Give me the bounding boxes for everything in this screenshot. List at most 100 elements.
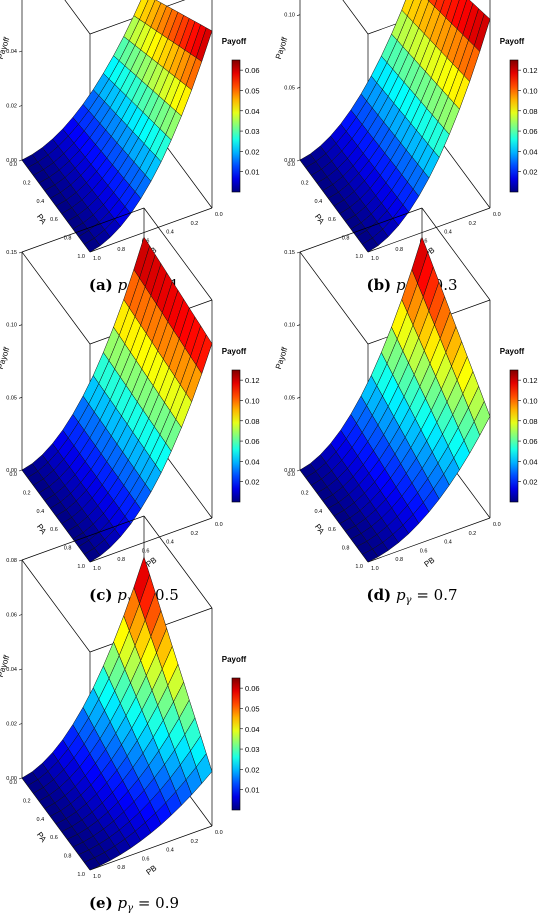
colorbar-title-e: Payoff: [222, 655, 247, 664]
pa-tick-label-d-3: 0.6: [328, 527, 336, 533]
z-axis-label-e: Payoff: [0, 653, 12, 678]
pa-tick-label-d-2: 0.4: [315, 509, 323, 515]
colorbar-tick-label-c-0: 0.02: [245, 478, 260, 487]
pb-tick-label-c-2: 0.4: [166, 540, 174, 546]
caption-e-value: = 0.9: [137, 894, 180, 912]
surface-a: [21, 0, 213, 253]
pb-tick-label-e-2: 0.4: [166, 848, 174, 854]
pa-tick-label-b-0: 0.0: [287, 162, 295, 168]
pa-tick-label-c-1: 0.2: [23, 490, 31, 496]
box-edge-c-4: [21, 251, 91, 345]
z-axis-c: 0.00 0.05 0.10 0.15 Payoff: [0, 250, 23, 474]
box-edge-d-2: [421, 207, 491, 301]
z-tick-label-c-0: 0.00: [6, 468, 17, 474]
pa-tick-label-b-5: 1.0: [355, 254, 363, 260]
z-tick-mark-c-3: [18, 251, 23, 254]
box-edge-b-4: [342, 0, 369, 35]
pa-tick-label-c-3: 0.6: [50, 527, 58, 533]
surface-d: [299, 236, 491, 563]
pa-axis-label-d: PA: [313, 522, 327, 536]
z-tick-mark-c-2: [18, 324, 23, 326]
colorbar-tick-label-e-0: 0.01: [245, 786, 260, 795]
caption-a-label: (a): [88, 276, 113, 294]
pa-axis-label-c: PA: [35, 522, 49, 536]
colorbar-gradient-a: [231, 59, 241, 193]
z-tick-mark-e-0: [18, 777, 23, 780]
colorbar-tick-label-a-0: 0.01: [245, 168, 260, 177]
pb-tick-label-c-4: 0.8: [117, 557, 125, 563]
z-tick-label-d-3: 0.15: [284, 250, 295, 256]
surface-patch-d-11-0: [361, 548, 379, 563]
colorbar-tick-label-e-2: 0.03: [245, 745, 260, 754]
colorbar-tick-label-b-1: 0.04: [523, 147, 538, 156]
z-axis-label-d: Payoff: [274, 345, 290, 370]
colorbar-tick-label-b-4: 0.10: [523, 86, 538, 95]
caption-d: (d) pγ = 0.7: [278, 586, 546, 606]
colorbar-tick-label-e-3: 0.04: [245, 725, 260, 734]
pa-tick-label-c-0: 0.0: [9, 472, 17, 478]
caption-d-param: p: [395, 586, 406, 604]
z-tick-mark-b-1: [296, 87, 301, 89]
pb-tick-label-e-5: 1.0: [93, 874, 101, 880]
colorbar-d: Payoff 0.02 0.04 0.06 0.08 0.10 0.12: [500, 347, 538, 503]
z-axis-label-b: Payoff: [274, 35, 290, 60]
pa-tick-label-e-1: 0.2: [23, 798, 31, 804]
z-tick-label-b-0: 0.00: [284, 158, 295, 164]
pb-tick-label-b-0: 0.0: [493, 212, 501, 218]
pb-tick-label-b-4: 0.8: [395, 247, 403, 253]
colorbar-tick-label-a-4: 0.05: [245, 86, 260, 95]
z-tick-label-d-1: 0.05: [284, 395, 295, 401]
z-tick-mark-e-1: [18, 723, 23, 725]
z-tick-mark-b-2: [296, 14, 301, 16]
z-tick-label-e-0: 0.00: [6, 776, 17, 782]
pa-tick-label-b-4: 0.8: [342, 236, 350, 242]
z-axis-e: 0.00 0.02 0.04 0.06 0.08 Payoff: [0, 558, 23, 782]
box-edge-a-9: [89, 207, 213, 253]
pa-tick-label-a-3: 0.6: [50, 217, 58, 223]
colorbar-gradient-b: [509, 59, 519, 193]
z-tick-mark-e-3: [18, 614, 23, 616]
box-edge-e-2: [143, 515, 213, 609]
z-axis-label-c: Payoff: [0, 345, 12, 370]
pa-axis-label-a: PA: [35, 212, 49, 226]
caption-e: (e) pγ = 0.9: [0, 894, 268, 914]
surface-plot-b-svg: 0.00 0.05 0.10 0.15 Payoff 0.0 0.2 0.4 0.6 0.8 1.0…: [274, 0, 538, 262]
z-tick-label-c-3: 0.15: [6, 250, 17, 256]
z-tick-label-e-1: 0.02: [6, 722, 17, 728]
box-edge-a-4: [64, 0, 91, 35]
surface-plot-c: 0.00 0.05 0.10 0.15 Payoff 0.0 0.2 0.4 0.6 0.8 1.0…: [0, 207, 268, 610]
colorbar-tick-label-c-3: 0.08: [245, 417, 260, 426]
z-tick-label-e-3: 0.06: [6, 613, 17, 619]
z-tick-mark-d-2: [296, 324, 301, 326]
caption-b-label: (b): [366, 276, 392, 294]
caption-e-label: (e): [88, 894, 113, 912]
pa-axis-label-b: PA: [313, 212, 327, 226]
colorbar-title-b: Payoff: [500, 37, 525, 46]
surface-plot-e: 0.00 0.02 0.04 0.06 0.08 Payoff 0.0 0.2 0.4 0.6 0.…: [0, 515, 268, 918]
pb-tick-label-a-1: 0.2: [191, 221, 199, 227]
colorbar-b: Payoff 0.02 0.04 0.06 0.08 0.10 0.12: [500, 37, 538, 193]
colorbar-a: Payoff 0.01 0.02 0.03 0.04 0.05 0.06: [222, 37, 260, 193]
colorbar-tick-label-b-0: 0.02: [523, 168, 538, 177]
surface-patch-b-11-0: [361, 237, 379, 253]
z-tick-mark-e-4: [18, 559, 23, 562]
z-tick-mark-d-0: [296, 469, 301, 472]
surface-plot-d-svg: 0.00 0.05 0.10 0.15 Payoff 0.0 0.2 0.4 0.6 0.8 1.0…: [274, 207, 538, 572]
surface-e: [21, 556, 213, 871]
colorbar-tick-label-c-2: 0.06: [245, 437, 260, 446]
pb-tick-label-c-0: 0.0: [215, 522, 223, 528]
pb-tick-label-c-3: 0.6: [142, 548, 150, 554]
pb-tick-label-c-1: 0.2: [191, 531, 199, 537]
colorbar-tick-label-c-1: 0.04: [245, 457, 260, 466]
colorbar-tick-label-d-5: 0.12: [523, 376, 538, 385]
surface-b: [299, 0, 491, 253]
pa-tick-label-d-0: 0.0: [287, 472, 295, 478]
surface-plot-c-svg: 0.00 0.05 0.10 0.15 Payoff 0.0 0.2 0.4 0.6 0.8 1.0…: [0, 207, 260, 572]
colorbar-tick-label-a-3: 0.04: [245, 107, 260, 116]
pb-tick-label-e-4: 0.8: [117, 865, 125, 871]
colorbar-tick-label-c-4: 0.10: [245, 396, 260, 405]
colorbar-gradient-d: [509, 369, 519, 503]
colorbar-tick-label-d-2: 0.06: [523, 437, 538, 446]
